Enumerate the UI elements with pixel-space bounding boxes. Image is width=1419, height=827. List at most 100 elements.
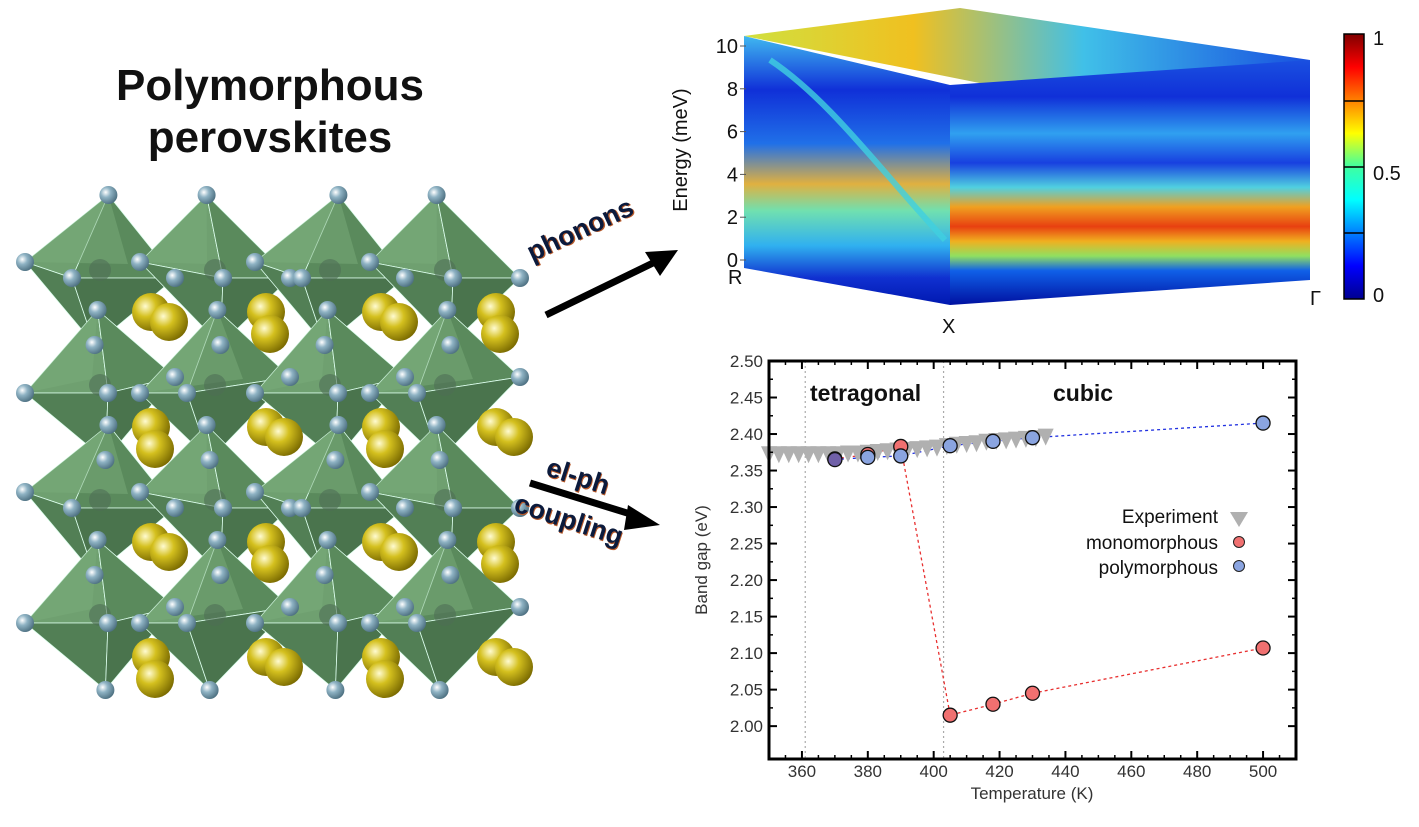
anion-atom [396,499,414,517]
experiment-point [998,432,1015,450]
colorbar-tick-1: 1 [1373,28,1384,50]
title-line-2: perovskites [147,113,393,162]
polymorphous-series [827,415,1271,468]
anion-atom [200,451,219,469]
experiment-point [958,435,975,453]
anion-atom [511,368,529,386]
monomorphous-point [942,707,958,723]
monomorphous-point [1024,685,1041,701]
anion-atom [396,598,414,616]
legend-polymorphous-marker [1233,560,1245,572]
experiment-point [1037,428,1054,446]
heatmap-ytick-label: 6 [727,122,738,144]
anion-atom [166,598,184,616]
anion-atom [511,499,529,517]
cation-atom [150,303,188,341]
y-tick-label: 2.40 [730,425,763,444]
anion-atom [361,253,379,271]
anion-atom [200,681,219,699]
experiment-point [1008,431,1025,449]
y-tick-label: 2.10 [730,644,763,663]
y-tick-label: 2.35 [730,462,763,481]
y-tick-label: 2.00 [730,717,763,736]
polymorphous-point [860,449,876,466]
experiment-point [968,435,985,453]
cation-atom [265,418,303,456]
anion-atom [315,336,334,354]
anion-atom [99,416,118,434]
y-tick-label: 2.50 [730,352,763,371]
anion-atom [88,531,107,549]
polymorphous-point [985,433,1001,449]
polymorphous-point [827,451,843,468]
y-axis-label: Band gap (eV) [692,505,711,615]
x-tick-label: 420 [985,762,1013,781]
colorbar-tick-0.5: 0.5 [1373,163,1401,185]
heatmap-ytick-label: 2 [727,207,738,229]
anion-atom [427,416,446,434]
anion-atom [208,301,227,319]
anion-atom [246,614,264,632]
anion-atom [16,614,34,632]
octahedron [368,423,521,576]
path-label-R: R [728,267,742,289]
axis-ticks: 360 380 400 420 440 460 480 500 2.00 2.05 2.10 2.15… [730,352,1297,781]
anion-atom [99,186,118,204]
cation-atom [380,303,418,341]
anion-atom [131,253,149,271]
cation-atom [265,648,303,686]
anion-atom [441,336,460,354]
anion-atom [96,681,115,699]
anion-layer [16,186,529,699]
polymorphous-point [1024,430,1041,446]
anion-atom [318,531,337,549]
x-tick-label: 440 [1051,762,1079,781]
y-tick-label: 2.25 [730,535,763,554]
colorbar-tick-0: 0 [1373,285,1384,307]
heatmap-ytick-label: 4 [727,164,738,186]
anion-atom [430,451,449,469]
anion-atom [178,614,196,632]
anion-atom [246,384,264,402]
anion-atom [211,336,230,354]
anion-atom [131,483,149,501]
y-tick-label: 2.20 [730,571,763,590]
anion-atom [430,681,449,699]
anion-atom [85,566,104,584]
title-line-1: Polymorphous [115,61,425,110]
chart-gridlines [804,361,945,759]
anion-atom [246,253,264,271]
x-tick-label: 460 [1117,762,1145,781]
anion-atom [511,269,529,287]
x-tick-label: 380 [854,762,882,781]
cation-atom [136,430,174,468]
legend-monomorphous-marker [1233,536,1245,548]
anion-atom [246,483,264,501]
anion-atom [99,384,117,402]
anion-atom [178,384,196,402]
legend-polymorphous: polymorphous [1099,558,1218,579]
anion-atom [444,499,462,517]
cation-atom [366,430,404,468]
anion-atom [166,368,184,386]
cation-atom [495,418,533,456]
legend: Experiment monomorphous polymorphous [1086,507,1248,579]
anion-atom [361,384,379,402]
experiment-point [909,441,926,459]
y-tick-label: 2.30 [730,498,763,517]
monomorphous-line [834,445,1264,716]
cation-atom [150,533,188,571]
anion-atom [427,186,446,204]
polymorphous-point [942,438,958,454]
anion-atom [329,416,348,434]
anion-atom [197,186,216,204]
heatmap-ylabel: Energy (meV) [670,88,692,211]
experiment-point [879,443,896,461]
experiment-point [869,444,886,462]
cation-layer [132,293,533,698]
cation-atom [481,545,519,583]
anion-atom [197,416,216,434]
monomorphous-point [1255,640,1271,656]
figure-title: Polymorphous perovskites [60,60,480,164]
